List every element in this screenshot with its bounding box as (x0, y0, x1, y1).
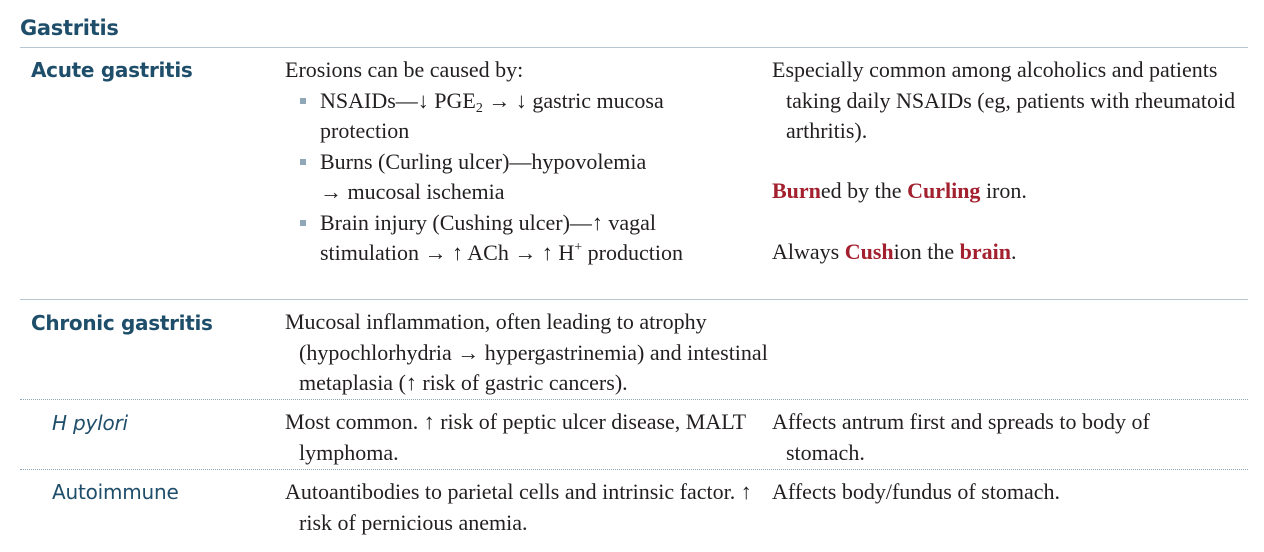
acute-causes-list: NSAIDs—↓ PGE2 → ↓ gastric mucosa protect… (285, 86, 755, 269)
bullet-text: → mucosal ischemia (320, 179, 505, 204)
mnemonic-highlight: Burn (772, 178, 821, 203)
list-item: Burns (Curling ulcer)—hypovolemia → muco… (285, 147, 755, 208)
description-text: Autoantibodies to parietal cells and int… (285, 479, 741, 504)
mnemonic-curling: Burned by the Curling iron. (772, 176, 1247, 207)
row-divider (20, 399, 1248, 400)
mnemonic-text: ion the (893, 239, 960, 264)
description-text: risk of pernicious anemia. (299, 509, 528, 535)
autoimmune-note: Affects body/fundus of stomach. (772, 479, 1060, 504)
section-rule (20, 299, 1248, 300)
bullet-text: gastric mucosa protection (320, 87, 664, 144)
bullet-text: production (582, 240, 683, 265)
bullet-text: vagal stimulation → (320, 209, 657, 266)
h-pylori-description: Most common. ↑ risk of peptic ulcer dise… (285, 407, 769, 468)
chronic-gastritis-label: Chronic gastritis (31, 311, 213, 335)
title-rule (20, 47, 1248, 48)
autoimmune-label: Autoimmune (52, 480, 179, 504)
up-arrow-icon: ↑ (740, 479, 752, 504)
bullet-text: ACh → (463, 240, 542, 265)
description-text: Most common. (285, 409, 424, 434)
description-text: risk of gastric cancers). (416, 370, 628, 395)
up-arrow-icon: ↑ (405, 370, 417, 395)
subscript: 2 (475, 100, 483, 116)
superscript: + (574, 240, 583, 255)
list-item: NSAIDs—↓ PGE2 → ↓ gastric mucosa protect… (285, 86, 755, 147)
bullet-text: Burns (Curling ulcer)—hypovolemia (320, 148, 647, 174)
down-arrow-icon: ↓ (515, 87, 527, 113)
mnemonic-text: ed by the (820, 178, 908, 203)
mnemonic-highlight: brain (959, 239, 1011, 264)
autoimmune-description: Autoantibodies to parietal cells and int… (285, 477, 769, 538)
list-item: Brain injury (Cushing ulcer)—↑ vagal sti… (285, 208, 755, 269)
bullet-text: Brain injury (Cushing ulcer)— (320, 209, 592, 235)
up-arrow-icon: ↑ (423, 409, 435, 434)
up-arrow-icon: ↑ (541, 240, 553, 265)
acute-gastritis-label: Acute gastritis (31, 58, 193, 82)
acute-note: Especially common among alcoholics and p… (772, 57, 1236, 143)
h-pylori-note: Affects antrum first and spreads to body… (772, 409, 1150, 465)
bullet-text: NSAIDs— (320, 87, 418, 113)
chronic-gastritis-description: Mucosal inflammation, often leading to a… (285, 307, 771, 399)
mnemonic-text: . (1011, 239, 1017, 264)
description-text: risk of peptic ulcer disease, MALT lymph… (299, 409, 746, 465)
mnemonic-highlight: Curling (907, 178, 981, 203)
bullet-text: → (482, 87, 516, 113)
table-title: Gastritis (20, 16, 119, 40)
up-arrow-icon: ↑ (591, 209, 603, 235)
bullet-text: PGE (428, 87, 476, 113)
acute-intro: Erosions can be caused by: (285, 57, 524, 82)
description-text: Mucosal inflammation, often leading to a… (285, 309, 768, 395)
up-arrow-icon: ↑ (452, 240, 463, 265)
acute-gastritis-description: Erosions can be caused by: NSAIDs—↓ PGE2… (285, 55, 755, 269)
mnemonic-cushing: Always Cushion the brain. (772, 237, 1247, 268)
mnemonic-highlight: Cush (844, 239, 894, 264)
down-arrow-icon: ↓ (417, 87, 429, 113)
bullet-text: H (552, 240, 575, 265)
h-pylori-label: H pylori (52, 411, 128, 435)
row-divider (20, 469, 1248, 470)
mnemonic-text: Always (772, 239, 845, 264)
mnemonic-text: iron. (980, 178, 1027, 203)
